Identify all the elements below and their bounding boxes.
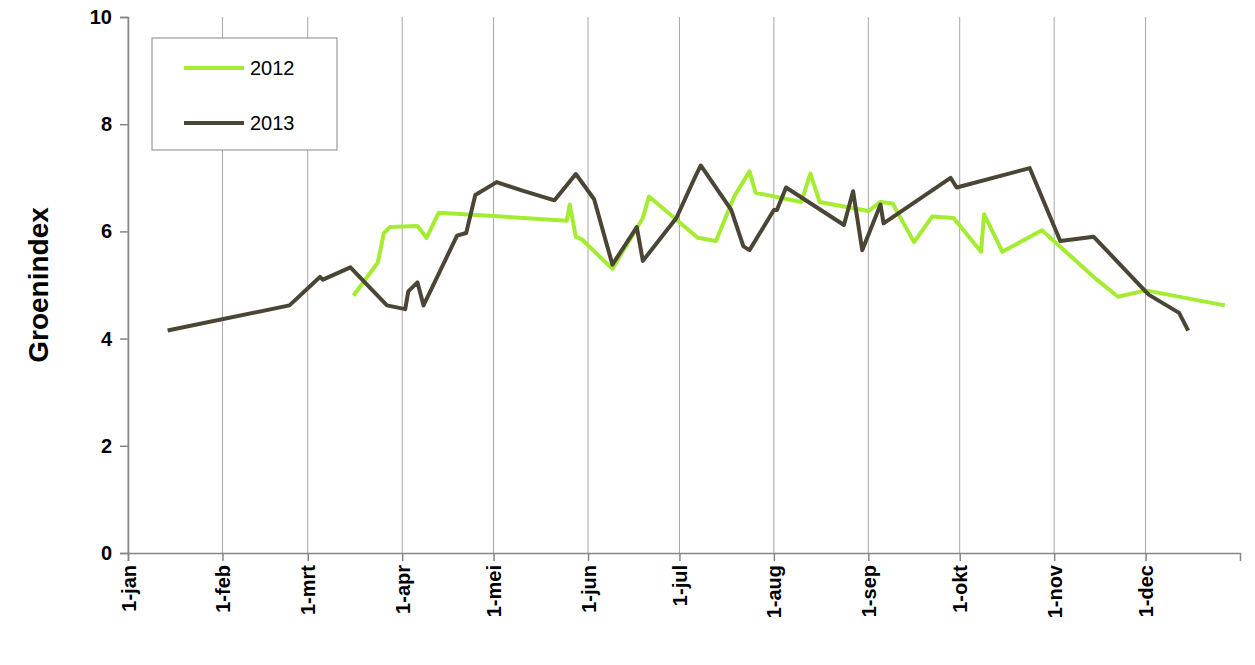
x-tick-mark [222, 553, 224, 561]
x-tick: 1-sep [858, 553, 880, 617]
y-tick-label: 4 [101, 328, 113, 350]
x-tick-mark [588, 553, 590, 561]
y-axis: 0 2 4 6 8 10 [90, 6, 129, 564]
y-tick: 2 [101, 435, 128, 457]
x-tick-label: 1-apr [392, 565, 414, 614]
grid-line [679, 17, 680, 553]
x-tick-mark [1054, 553, 1056, 561]
x-tick: 1-jun [578, 553, 600, 613]
x-tick: 1-apr [392, 553, 414, 614]
x-tick-label: 1-jan [118, 565, 140, 612]
legend: 2012 2013 [152, 38, 337, 150]
legend-label: 2013 [250, 112, 295, 134]
x-tick-mark [679, 553, 681, 561]
x-grid [128, 17, 1146, 553]
grid-line [1054, 17, 1055, 553]
grid-line [959, 17, 960, 553]
grid-line [773, 17, 774, 553]
x-tick-mark [493, 553, 495, 561]
y-axis-title: Groenindex [23, 207, 54, 363]
x-tick-label: 1-feb [212, 565, 234, 613]
x-tick: 1-jan [118, 553, 140, 612]
x-tick-mark [402, 553, 404, 561]
x-tick: 1-mei [483, 553, 505, 617]
x-tick-label: 1-aug [763, 565, 785, 618]
x-tick: 1-jul [669, 553, 691, 606]
x-tick-label: 1-jul [669, 565, 691, 606]
x-tick-label: 1-mei [483, 565, 505, 617]
y-tick-label: 0 [101, 542, 112, 564]
x-tick: 1-mrt [297, 553, 319, 615]
y-tick: 6 [101, 220, 128, 242]
x-tick-label: 1-dec [1135, 565, 1157, 617]
x-tick: 1-aug [763, 553, 785, 618]
grid-line [1145, 17, 1146, 553]
y-axis-line [120, 18, 129, 554]
x-tick: 1-feb [212, 553, 234, 613]
x-tick-mark [959, 553, 961, 561]
legend-box [152, 38, 337, 150]
y-tick: 4 [101, 328, 128, 350]
y-tick-mark [120, 124, 128, 126]
x-tick-mark [307, 553, 309, 561]
y-tick: 8 [101, 113, 128, 135]
x-tick-label: 1-nov [1044, 564, 1066, 618]
legend-swatch [184, 121, 244, 125]
y-tick-mark [120, 553, 128, 555]
plot: 1-jan 1-feb 1-mrt 1-apr 1-mei 1-jun 1-jul 1-aug… [90, 6, 1241, 618]
lines [168, 165, 1225, 330]
series-line [168, 165, 1189, 330]
y-tick-mark [120, 17, 128, 19]
x-tick-mark [868, 553, 870, 561]
grid-line [493, 17, 494, 553]
y-tick-mark [120, 338, 128, 340]
x-tick-label: 1-sep [858, 565, 880, 617]
grid-line [402, 17, 403, 553]
y-tick-mark [120, 446, 128, 448]
x-tick-label: 1-mrt [297, 565, 319, 615]
y-tick: 0 [101, 542, 128, 564]
x-tick-mark [1145, 553, 1147, 561]
x-tick: 1-dec [1135, 553, 1157, 617]
x-axis: 1-jan 1-feb 1-mrt 1-apr 1-mei 1-jun 1-jul 1-aug… [118, 553, 1241, 618]
grid-line [868, 17, 869, 553]
x-tick-label: 1-okt [949, 565, 971, 613]
grid-line [588, 17, 589, 553]
y-tick-label: 2 [101, 435, 112, 457]
x-tick: 1-nov [1044, 553, 1066, 618]
y-tick-mark [120, 231, 128, 233]
y-tick: 10 [90, 6, 128, 28]
legend-label: 2012 [250, 57, 295, 79]
chart: 1-jan 1-feb 1-mrt 1-apr 1-mei 1-jun 1-jul 1-aug… [0, 0, 1255, 665]
legend-swatch [184, 66, 244, 70]
x-tick-mark [774, 553, 776, 561]
x-axis-line [129, 554, 1241, 562]
x-tick-label: 1-jun [578, 565, 600, 613]
y-tick-label: 6 [101, 220, 112, 242]
x-tick: 1-okt [949, 553, 971, 613]
y-tick-label: 8 [101, 113, 112, 135]
y-tick-label: 10 [90, 6, 112, 28]
